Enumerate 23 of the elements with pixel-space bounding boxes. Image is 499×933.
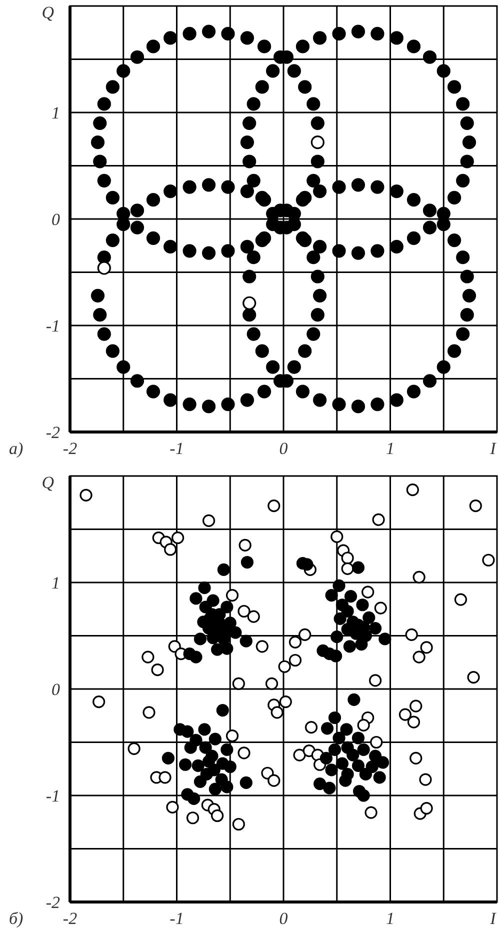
y-tick-label: -2: [46, 893, 60, 912]
point: [242, 296, 256, 310]
x-tick-label: -1: [170, 909, 184, 928]
y-tick-label: 1: [52, 574, 60, 592]
x-axis-title: I: [489, 909, 498, 928]
x-axis-title: I: [489, 439, 498, 458]
point: [310, 136, 324, 150]
x-tick-label: 0: [279, 909, 288, 928]
y-tick-label: -1: [46, 316, 60, 336]
y-tick-label: 1: [52, 104, 60, 122]
y-axis-title: Q: [42, 3, 54, 22]
x-tick-label: 1: [386, 909, 394, 928]
y-axis-title: Q: [42, 473, 54, 492]
x-tick-label: -1: [170, 439, 184, 458]
y-tick-label: -1: [46, 786, 60, 806]
x-tick-label: 0: [279, 439, 288, 458]
x-tick-label: 1: [386, 439, 394, 458]
y-tick-label: 0: [52, 210, 60, 229]
y-tick-label: -2: [46, 423, 60, 442]
text: б): [9, 909, 24, 928]
point: [97, 261, 111, 275]
y-tick-label: 0: [52, 680, 60, 699]
text: а): [9, 439, 24, 458]
